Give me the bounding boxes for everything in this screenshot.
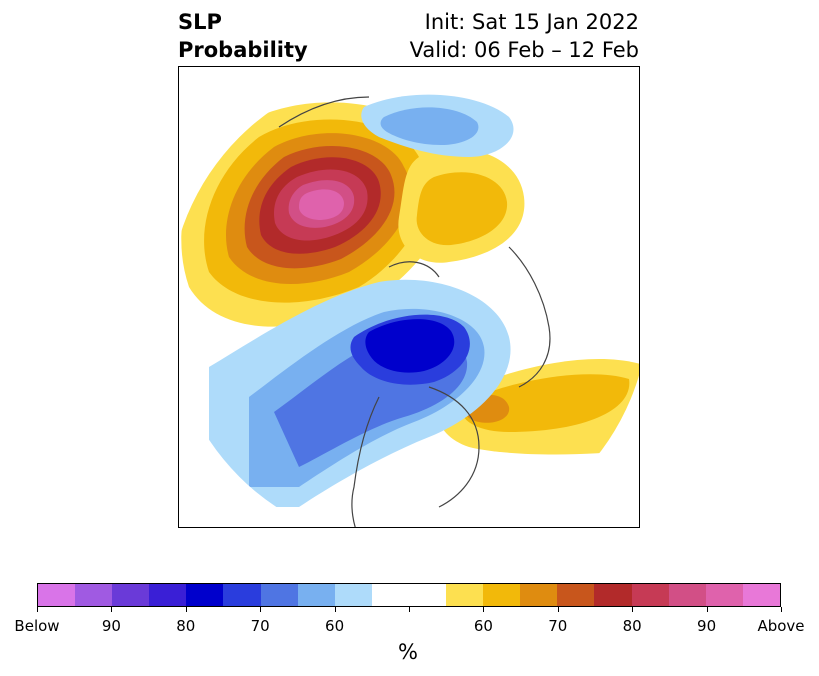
probability-fill-layer [179, 67, 639, 527]
colorbar-segment [446, 584, 484, 606]
colorbar-tick-label: 80 [622, 617, 642, 635]
colorbar-tick-label: 70 [250, 617, 270, 635]
colorbar-segment [297, 584, 335, 606]
colorbar-tick-label: 90 [101, 617, 121, 635]
colorbar-segment [705, 584, 743, 606]
colorbar-tick-label: 70 [548, 617, 568, 635]
probability-colorbar [37, 583, 781, 607]
product-label: Probability [178, 38, 308, 62]
colorbar-tick [334, 607, 336, 612]
colorbar-segment [668, 584, 706, 606]
colorbar-segment [223, 584, 261, 606]
colorbar-segment [75, 584, 113, 606]
map-title-left: SLP Probability [178, 8, 308, 64]
map-title-right: Init: Sat 15 Jan 2022 Valid: 06 Feb – 12… [410, 8, 639, 64]
colorbar-segment [334, 584, 372, 606]
colorbar-segment [38, 584, 76, 606]
colorbar-segment [371, 584, 409, 606]
colorbar-unit-label: % [398, 640, 418, 664]
colorbar-segment [112, 584, 150, 606]
colorbar-tick [632, 607, 634, 612]
colorbar-tick [781, 607, 782, 612]
colorbar-tick [111, 607, 113, 612]
init-date-label: Init: Sat 15 Jan 2022 [424, 10, 639, 34]
polar-map-svg [179, 67, 639, 527]
colorbar-tick-label: 90 [697, 617, 717, 635]
colorbar-tick-label: Below [14, 617, 60, 635]
colorbar-tick-label: 60 [325, 617, 345, 635]
variable-label: SLP [178, 10, 222, 34]
valid-date-label: Valid: 06 Feb – 12 Feb [409, 38, 639, 62]
colorbar-segment [260, 584, 298, 606]
colorbar-tick [483, 607, 485, 612]
colorbar-tick [706, 607, 708, 612]
colorbar-tick [409, 607, 410, 612]
colorbar-tick [185, 607, 187, 612]
colorbar-segment [520, 584, 558, 606]
colorbar-tick-label: Above [757, 617, 805, 635]
colorbar-segment [631, 584, 669, 606]
probability-map [178, 66, 640, 528]
colorbar-segment [594, 584, 632, 606]
colorbar-segment [483, 584, 521, 606]
coastline-layer [278, 96, 551, 527]
colorbar-tick-label: 80 [176, 617, 196, 635]
colorbar-segment [557, 584, 595, 606]
colorbar-segment [186, 584, 224, 606]
colorbar-tick [260, 607, 262, 612]
colorbar-tick [557, 607, 559, 612]
colorbar-segment [742, 584, 780, 606]
colorbar-segment [149, 584, 187, 606]
colorbar-tick-label: 60 [473, 617, 493, 635]
colorbar-segment [408, 584, 447, 606]
colorbar-tick [37, 607, 38, 612]
